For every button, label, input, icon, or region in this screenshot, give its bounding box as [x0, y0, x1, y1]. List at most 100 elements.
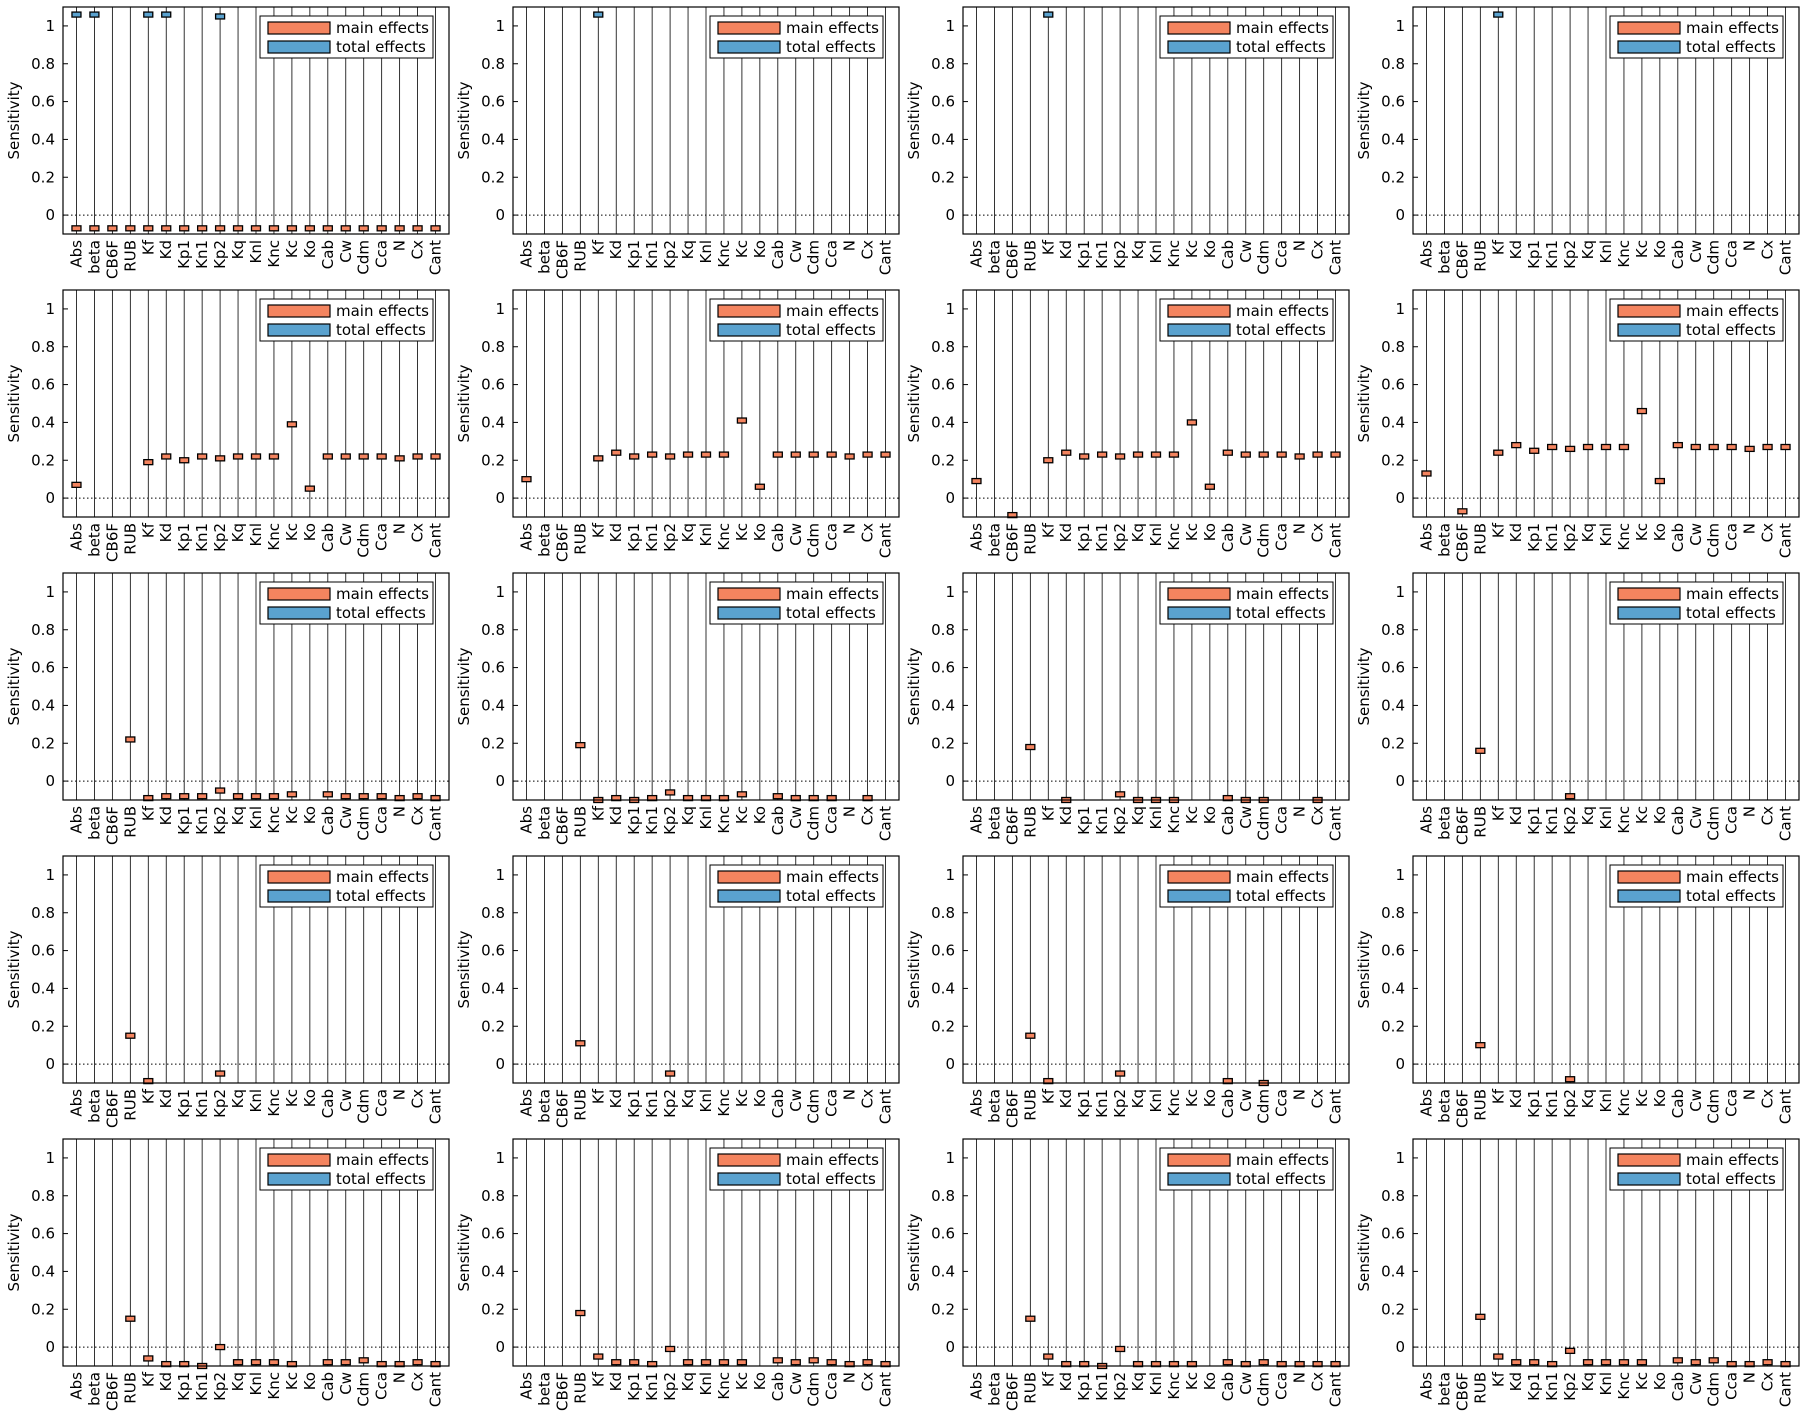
y-tick-label: 1 [1395, 866, 1405, 884]
main-effect-marker [394, 225, 405, 232]
legend-total-label: total effects [786, 1170, 876, 1188]
plot-frame [1412, 1138, 1800, 1367]
x-tick-label: N [841, 1372, 859, 1383]
x-tick-label: Kp1 [1075, 1372, 1093, 1401]
y-tick-label: 0.4 [481, 979, 505, 997]
y-tick-label: 1 [495, 866, 505, 884]
x-tick-label: Kc [283, 1372, 301, 1390]
y-tick-label: 0 [45, 206, 55, 224]
y-tick-label: 0.2 [931, 1017, 955, 1035]
main-effect-marker [143, 1355, 154, 1362]
x-tick-label: Abs [517, 523, 535, 551]
y-tick-label: 0 [1395, 1055, 1405, 1073]
y-axis-label: Sensitivity [1355, 364, 1373, 442]
main-effect-marker [1312, 1360, 1323, 1368]
main-effect-marker [1240, 451, 1251, 458]
x-tick-label: Kf [139, 1088, 157, 1104]
main-effect-marker [232, 793, 244, 800]
legend-main-swatch [1617, 870, 1681, 884]
x-tick-label: Knc [1615, 806, 1633, 834]
x-tick-label: Kd [157, 1089, 175, 1108]
x-tick-label: Abs [967, 523, 985, 551]
x-tick-label: Kc [733, 523, 751, 541]
x-tick-label: Knc [1165, 240, 1183, 268]
x-tick-label: CB6F [103, 806, 121, 845]
y-tick-label: 0 [1395, 1338, 1405, 1356]
legend-main-swatch [267, 1153, 331, 1167]
x-tick-label: RUB [121, 1372, 139, 1404]
y-tick-label: 0.6 [31, 659, 55, 677]
main-effect-marker [268, 225, 280, 232]
y-tick-label: 1 [495, 300, 505, 318]
main-effect-marker [1276, 1360, 1287, 1368]
main-effect-marker [1168, 1360, 1180, 1368]
x-tick-label: Kn1 [193, 240, 211, 269]
main-effect-marker [575, 1040, 586, 1047]
x-tick-label: Cdm [805, 1089, 823, 1124]
main-effect-marker [611, 1359, 622, 1366]
main-effect-marker [1421, 470, 1432, 477]
main-effect-marker [1240, 1360, 1251, 1368]
x-tick-label: Kf [1489, 522, 1507, 538]
main-effect-marker [1654, 477, 1666, 485]
x-tick-label: Kn1 [1093, 1372, 1111, 1401]
main-effect-marker [232, 453, 244, 460]
x-tick-label: Kq [1579, 1372, 1597, 1391]
main-effect-marker [700, 794, 712, 802]
main-effect-marker [1708, 443, 1719, 451]
x-tick-label: Kp2 [1111, 523, 1129, 552]
x-tick-label: N [391, 240, 409, 251]
x-tick-label: Kp1 [1525, 523, 1543, 552]
x-tick-label: N [841, 806, 859, 817]
x-tick-label: Cant [427, 1372, 445, 1407]
main-effect-marker [736, 417, 748, 424]
x-tick-label: Cant [1777, 523, 1795, 558]
x-tick-label: Kf [1039, 805, 1057, 821]
y-tick-label: 0 [945, 206, 955, 224]
main-effect-marker [304, 485, 316, 492]
main-effect-marker [1672, 1357, 1683, 1364]
x-tick-label: Ko [1201, 523, 1219, 541]
x-tick-label: Kc [733, 1089, 751, 1107]
x-tick-label: Kp2 [1561, 523, 1579, 552]
main-effect-marker [71, 481, 82, 488]
main-effect-marker [394, 455, 405, 462]
legend-total-swatch [267, 1172, 331, 1186]
main-effect-marker [161, 225, 172, 232]
x-tick-label: CB6F [103, 523, 121, 562]
x-tick-label: Kc [1183, 1089, 1201, 1107]
legend-total-swatch [267, 40, 331, 54]
x-tick-label: Cant [877, 1372, 895, 1407]
x-tick-label: Cx [859, 806, 877, 825]
y-tick-label: 0.4 [1381, 130, 1405, 148]
y-tick-label: 0 [495, 489, 505, 507]
x-tick-label: Kp2 [1111, 806, 1129, 835]
y-axis-label: Sensitivity [905, 930, 923, 1008]
x-tick-label: RUB [571, 1089, 589, 1121]
x-tick-label: Cant [427, 806, 445, 841]
main-effect-marker [268, 1359, 280, 1366]
x-tick-label: Kn1 [193, 806, 211, 835]
legend-total-swatch [267, 606, 331, 620]
main-effect-marker [1475, 1042, 1486, 1049]
x-tick-label: Kp1 [625, 1089, 643, 1118]
x-tick-label: Cab [319, 1089, 337, 1118]
x-tick-label: N [1291, 1372, 1309, 1383]
main-effect-marker [268, 453, 280, 460]
y-tick-label: 1 [45, 1149, 55, 1167]
y-tick-label: 0.4 [481, 696, 505, 714]
x-tick-label: Kf [1489, 805, 1507, 821]
x-tick-label: Kf [1489, 239, 1507, 255]
y-tick-label: 0.8 [481, 55, 505, 73]
y-tick-label: 0.6 [1381, 659, 1405, 677]
x-tick-label: Kf [1039, 522, 1057, 538]
x-tick-label: Knl [697, 806, 715, 830]
y-axis-label: Sensitivity [1355, 81, 1373, 159]
y-tick-label: 0.2 [31, 168, 55, 186]
main-effect-marker [179, 793, 190, 800]
x-tick-label: Knc [1165, 806, 1183, 834]
